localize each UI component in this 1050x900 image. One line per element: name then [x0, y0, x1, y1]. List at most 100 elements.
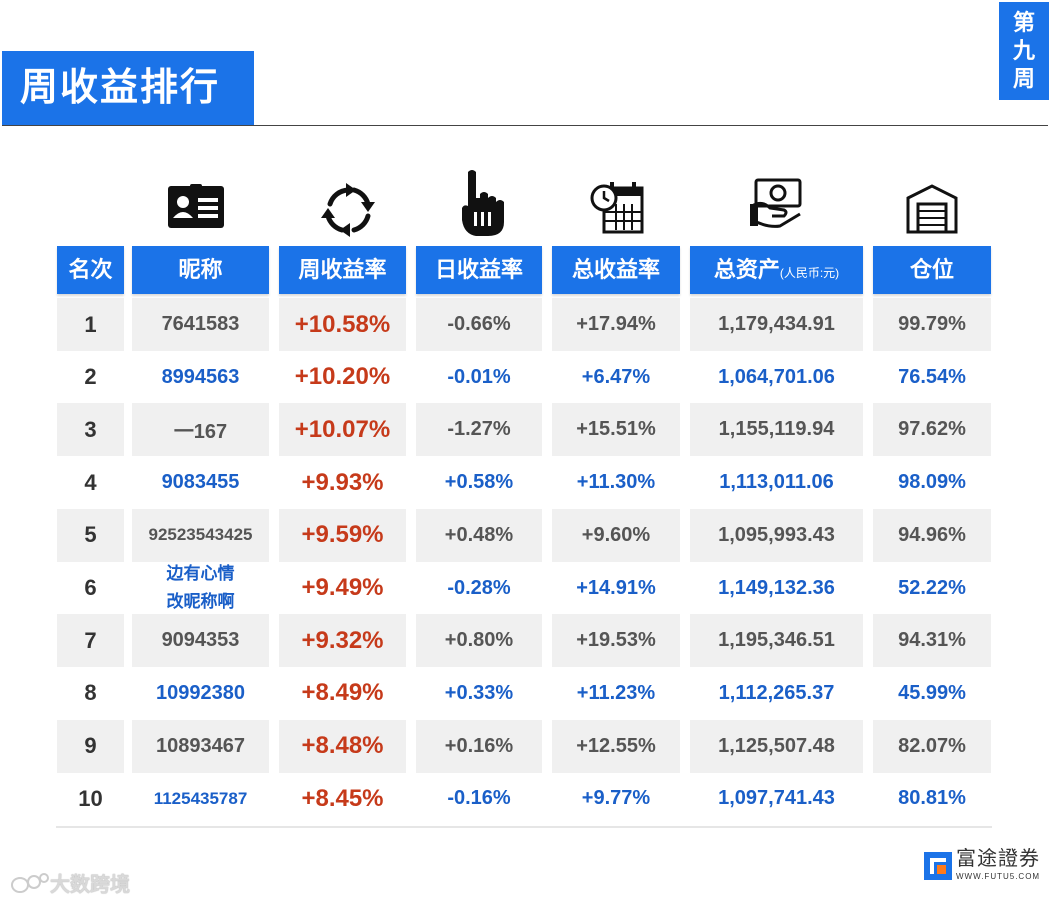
nickname-cell: 9083455: [161, 471, 240, 494]
total-return-cell: +6.47%: [581, 365, 651, 388]
total-assets-cell: 1,095,993.43: [690, 508, 863, 562]
nickname-line: 边有心情: [166, 564, 235, 583]
pointing-hand-icon: [462, 170, 504, 236]
weekly-return-cell: +10.20%: [294, 363, 391, 391]
total-assets-cell: 1,112,265.37: [718, 681, 835, 704]
position-cell: 99.79%: [873, 298, 991, 351]
rank-cell: 7: [57, 614, 124, 668]
total-assets-cell: 1,195,346.51: [690, 614, 863, 668]
daily-return-cell: +0.80%: [416, 614, 542, 668]
nickname-cell: 9094353: [132, 614, 269, 668]
page-title: 周收益排行: [2, 51, 254, 125]
rank-cell: 2: [84, 364, 97, 390]
weekly-return-cell: +8.49%: [301, 679, 384, 707]
weekly-return-cell: +8.45%: [301, 784, 384, 812]
header-total-return: 总收益率: [552, 246, 680, 294]
daily-return-cell: -0.28%: [447, 576, 511, 599]
nickname-cell: 92523543425: [132, 508, 269, 562]
rank-cell: 8: [84, 680, 97, 706]
calendar-clock-icon: [590, 182, 644, 234]
header-total-assets-label: 总资产: [713, 257, 780, 282]
header-weekly-return: 周收益率: [279, 246, 406, 294]
rank-cell: 6: [84, 575, 97, 600]
daily-return-cell: -0.66%: [416, 298, 542, 351]
total-return-cell: +9.60%: [552, 508, 680, 562]
rank-cell: 5: [57, 508, 124, 562]
total-assets-cell: 1,179,434.91: [690, 298, 863, 351]
rank-cell: 10: [78, 785, 103, 811]
weekly-return-cell: +9.32%: [279, 614, 406, 668]
week-badge-char: 第: [1012, 10, 1035, 35]
nickname-line: 改昵称啊: [166, 592, 235, 611]
table-bottom-line: [56, 826, 992, 828]
total-assets-cell: 1,097,741.43: [718, 787, 835, 810]
futu-logo: 富途證券 WWW.FUTU5.COM: [924, 848, 1040, 884]
nickname-cell: 8994563: [161, 365, 240, 388]
total-assets-cell: 1,064,701.06: [718, 365, 835, 388]
logo-cn-text: 富途證券: [956, 848, 1040, 870]
total-return-cell: +11.30%: [576, 471, 656, 494]
nickname-cell: 7641583: [132, 298, 269, 351]
weekly-return-cell: +9.49%: [301, 574, 384, 601]
week-badge-char: 周: [1012, 66, 1035, 91]
watermark: 大数跨境: [10, 868, 130, 897]
daily-return-cell: -1.27%: [416, 403, 542, 457]
futu-mark-icon: [924, 852, 952, 880]
total-return-cell: +14.91%: [576, 576, 656, 599]
header-rank: 名次: [57, 246, 124, 294]
warehouse-icon: [906, 184, 958, 234]
position-cell: 52.22%: [898, 576, 966, 599]
rank-cell: 1: [57, 298, 124, 351]
total-assets-cell: 1,125,507.48: [690, 719, 863, 773]
header-position: 仓位: [873, 246, 991, 294]
position-cell: 98.09%: [898, 471, 966, 494]
position-cell: 94.96%: [873, 508, 991, 562]
weekly-return-cell: +10.07%: [279, 403, 406, 457]
total-return-cell: +15.51%: [552, 403, 680, 457]
week-badge: 第 九 周: [999, 2, 1049, 100]
daily-return-cell: +0.58%: [444, 471, 514, 494]
weekly-return-cell: +8.48%: [279, 719, 406, 773]
weekly-return-cell: +10.58%: [279, 298, 406, 351]
total-assets-cell: 1,155,119.94: [690, 403, 863, 457]
total-return-cell: +9.77%: [581, 787, 651, 810]
total-return-cell: +12.55%: [552, 719, 680, 773]
rank-cell: 3: [57, 403, 124, 457]
position-cell: 45.99%: [898, 681, 966, 704]
total-return-cell: +11.23%: [576, 681, 656, 704]
money-hand-icon: [750, 178, 802, 228]
total-assets-cell: 1,149,132.36: [718, 576, 835, 599]
header-daily-return: 日收益率: [416, 246, 542, 294]
position-cell: 80.81%: [898, 787, 966, 810]
nickname-cell: 边有心情 改昵称啊: [132, 562, 269, 615]
total-assets-cell: 1,113,011.06: [719, 471, 834, 494]
header-total-assets: 总资产(人民币:元): [690, 246, 863, 294]
watermark-text: 大数跨境: [50, 874, 130, 896]
total-return-cell: +17.94%: [552, 298, 680, 351]
position-cell: 94.31%: [873, 614, 991, 668]
logo-en-text: WWW.FUTU5.COM: [956, 872, 1041, 881]
weibo-logo-icon: [11, 872, 49, 893]
daily-return-cell: +0.33%: [444, 681, 514, 704]
refresh-arrows-icon: [321, 183, 375, 237]
id-card-icon: [168, 184, 224, 228]
weekly-return-cell: +9.59%: [279, 508, 406, 562]
nickname-cell: 10992380: [156, 681, 245, 704]
nickname-cell: 一167: [132, 403, 269, 457]
daily-return-cell: +0.16%: [416, 719, 542, 773]
weekly-return-cell: +9.93%: [301, 468, 384, 496]
header-nickname: 昵称: [132, 246, 269, 294]
rank-cell: 4: [84, 469, 97, 495]
nickname-cell: 1125435787: [153, 788, 248, 808]
daily-return-cell: +0.48%: [416, 508, 542, 562]
header-total-assets-unit: (人民币:元): [779, 266, 840, 280]
position-cell: 97.62%: [873, 403, 991, 457]
week-badge-char: 九: [1012, 38, 1035, 63]
title-divider: [2, 125, 1048, 126]
daily-return-cell: -0.16%: [447, 787, 511, 810]
rank-cell: 9: [57, 719, 124, 773]
daily-return-cell: -0.01%: [447, 365, 511, 388]
total-return-cell: +19.53%: [552, 614, 680, 668]
position-cell: 82.07%: [873, 719, 991, 773]
nickname-cell: 10893467: [132, 719, 269, 773]
